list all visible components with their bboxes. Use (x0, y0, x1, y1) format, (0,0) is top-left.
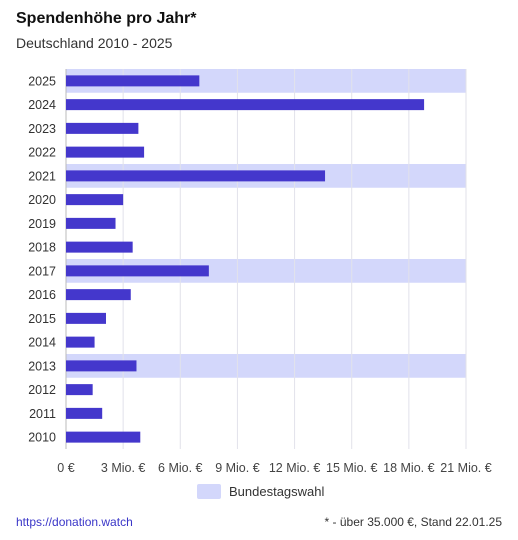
bar (66, 146, 145, 158)
legend[interactable]: Bundestagswahl (197, 484, 324, 499)
election-band (66, 69, 466, 93)
bar (66, 431, 141, 443)
bar (66, 360, 137, 372)
bar (66, 75, 200, 87)
y-tick-label: 2017 (28, 264, 56, 278)
y-tick-label: 2016 (28, 288, 56, 302)
x-tick-label: 6 Mio. € (158, 461, 203, 475)
x-tick-label: 15 Mio. € (326, 461, 377, 475)
y-tick-label: 2012 (28, 383, 56, 397)
footnote: * - über 35.000 €, Stand 22.01.25 (324, 515, 502, 529)
x-tick-label: 18 Mio. € (383, 461, 434, 475)
y-tick-label: 2014 (28, 336, 56, 350)
bar (66, 217, 116, 229)
y-tick-label: 2023 (28, 122, 56, 136)
chart-title: Spendenhöhe pro Jahr* (16, 10, 197, 27)
bar (66, 194, 124, 206)
legend-swatch (197, 484, 221, 499)
x-tick-label: 0 € (57, 461, 74, 475)
source-link[interactable]: https://donation.watch (16, 515, 133, 529)
x-tick-label: 21 Mio. € (440, 461, 491, 475)
bar (66, 170, 326, 182)
y-tick-label: 2020 (28, 193, 56, 207)
bar (66, 99, 425, 111)
bar (66, 265, 209, 277)
x-tick-label: 3 Mio. € (101, 461, 146, 475)
y-tick-label: 2010 (28, 431, 56, 445)
y-tick-label: 2018 (28, 241, 56, 255)
bar (66, 122, 139, 134)
bar (66, 384, 93, 396)
x-tick-label: 9 Mio. € (215, 461, 260, 475)
bar (66, 289, 131, 301)
bar-chart: 2025 2024 2023 2022 2021 2020 2019 2018 2017 2016… (28, 69, 492, 475)
y-tick-label: 2015 (28, 312, 56, 326)
y-tick-label: 2019 (28, 217, 56, 231)
bar (66, 407, 103, 419)
y-tick-label: 2011 (29, 407, 56, 421)
election-band (66, 259, 466, 283)
bar (66, 312, 106, 324)
y-tick-label: 2025 (28, 74, 56, 88)
election-band (66, 354, 466, 378)
bar (66, 241, 133, 253)
x-tick-label: 12 Mio. € (269, 461, 320, 475)
y-tick-label: 2021 (28, 169, 56, 183)
chart-subtitle: Deutschland 2010 - 2025 (16, 35, 173, 51)
y-tick-label: 2024 (28, 98, 56, 112)
y-tick-label: 2022 (28, 146, 56, 160)
legend-label: Bundestagswahl (229, 484, 325, 499)
y-tick-label: 2013 (28, 359, 56, 373)
bar (66, 336, 95, 348)
